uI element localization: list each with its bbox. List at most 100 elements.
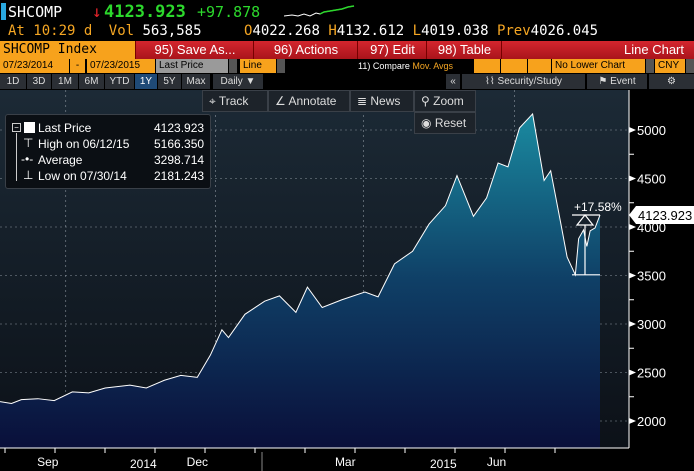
blank-field-3[interactable]	[528, 59, 551, 73]
high-label: H	[328, 23, 337, 39]
y-tick-marker	[629, 369, 636, 376]
y-tick-marker	[629, 127, 636, 133]
lower-chart-select[interactable]: No Lower Chart	[552, 59, 645, 73]
year-label: 2014	[130, 457, 157, 471]
magnifier-icon: ⚲	[421, 94, 434, 108]
security-field[interactable]: SHCOMP Index	[0, 41, 136, 59]
low-value: 4019.038	[421, 23, 489, 39]
date-dash: -	[70, 59, 85, 73]
year-label: 2015	[430, 457, 457, 471]
y-tick-marker	[629, 175, 636, 182]
track-label: Track	[218, 94, 249, 108]
crosshair-icon: ⌖	[209, 94, 219, 108]
reset-icon: ◉	[421, 116, 435, 130]
d-label: d	[83, 23, 93, 39]
y-tick-marker	[629, 321, 636, 327]
actions-button[interactable]: 96) Actions	[255, 41, 358, 59]
last-price-tag	[629, 205, 694, 224]
prev-label: Prev	[496, 23, 531, 39]
legend-panel: − Last Price 4123.923 ⊤ High on 06/12/15 5…	[5, 114, 211, 189]
period-3d[interactable]: 3D	[27, 74, 51, 89]
y-tick-label: 3000	[637, 317, 666, 332]
currency-dropdown-icon[interactable]	[686, 59, 694, 73]
edit-button[interactable]: 97) Edit	[359, 41, 427, 59]
change-annotation: +17.58%	[574, 200, 622, 214]
style-select[interactable]: Line	[240, 59, 276, 73]
period-1m[interactable]: 1M	[52, 74, 78, 89]
security-study-button[interactable]: ⌇⌇ Security/Study	[462, 74, 585, 89]
y-tick-label: 2500	[637, 366, 666, 381]
start-date-field[interactable]: 07/23/2014	[0, 59, 69, 73]
low-marker-icon: ⊥	[23, 168, 34, 182]
quote-time: 10:29	[33, 23, 76, 39]
mov-avgs-label: Mov. Avgs	[412, 61, 454, 71]
period-5y[interactable]: 5Y	[158, 74, 181, 89]
period-ytd[interactable]: YTD	[105, 74, 134, 89]
zoom-label: Zoom	[433, 94, 464, 108]
ohlc-line: O4022.268 H4132.612 L4019.038 Prev4026.0…	[244, 23, 598, 39]
open-value: 4022.268	[252, 23, 320, 39]
style-dropdown-icon[interactable]	[277, 59, 285, 73]
period-max[interactable]: Max	[182, 74, 210, 89]
annotate-button[interactable]: ∠ Annotate	[268, 90, 350, 112]
blank-field-1[interactable]	[474, 59, 500, 73]
track-button[interactable]: ⌖ Track	[202, 90, 268, 112]
change-measure-arrow	[572, 214, 600, 276]
settings-button[interactable]: ⚙	[649, 74, 694, 89]
low-label: L	[412, 23, 422, 39]
collapse-button[interactable]: «	[446, 74, 460, 89]
quote-line: At 10:29 d Vol 563,585	[8, 23, 202, 39]
reset-button[interactable]: ◉ Reset	[414, 112, 476, 134]
legend-high-value: 5166.350	[154, 137, 205, 151]
period-1d[interactable]: 1D	[0, 74, 26, 89]
y-tick-label: 5000	[637, 123, 666, 138]
period-1y[interactable]: 1Y	[135, 74, 157, 89]
last-price: 4123.923	[104, 2, 186, 22]
gear-icon: ⚙	[667, 76, 676, 87]
flag-icon: ⚑	[598, 76, 611, 87]
legend-high-label: High on 06/12/15	[38, 137, 130, 151]
y-tick-label: 3500	[637, 269, 666, 284]
legend-low-label: Low on 07/30/14	[38, 169, 127, 183]
compare-label: 11) Compare	[358, 61, 410, 71]
vol-label: Vol	[108, 23, 135, 39]
collapse-legend-icon[interactable]: −	[12, 123, 21, 132]
price-area	[0, 113, 600, 448]
price-line	[0, 112, 601, 404]
y-tick-marker	[629, 272, 636, 279]
pencil-icon: ∠	[275, 94, 289, 108]
legend-average-label: Average	[38, 153, 83, 167]
field-dropdown-icon[interactable]	[229, 59, 237, 73]
x-tick-label: Mar	[335, 455, 356, 469]
y-tick-marker	[629, 418, 636, 424]
news-icon: ≣	[357, 94, 371, 108]
average-marker-icon: -•-	[21, 152, 34, 166]
event-button[interactable]: ⚑ Event	[587, 74, 647, 89]
period-6m[interactable]: 6M	[79, 74, 104, 89]
study-icon: ⌇⌇	[484, 76, 498, 87]
reset-label: Reset	[434, 116, 467, 130]
news-button[interactable]: ≣ News	[350, 90, 414, 112]
table-button[interactable]: 98) Table	[428, 41, 502, 59]
end-date-field[interactable]: 07/23/2015	[87, 59, 155, 73]
x-tick-label: Dec	[187, 455, 208, 469]
blank-field-2[interactable]	[501, 59, 527, 73]
lower-dropdown-icon[interactable]	[646, 59, 654, 73]
field-select[interactable]: Last Price	[156, 59, 228, 73]
down-arrow-icon: ↓	[92, 2, 102, 21]
annotate-label: Annotate	[288, 94, 337, 108]
legend-last-value: 4123.923	[154, 121, 205, 135]
security-study-label: Security/Study	[497, 76, 563, 87]
currency-select[interactable]: CNY	[655, 59, 685, 73]
zoom-button[interactable]: ⚲ Zoom	[414, 90, 476, 112]
y-tick-label: 2000	[637, 414, 666, 429]
save-as-button[interactable]: 95) Save As...	[137, 41, 254, 59]
menu-bar: SHCOMP Index 95) Save As... 96) Actions …	[0, 41, 694, 59]
x-tick-label: Jun	[487, 455, 506, 469]
last-price-tag-label: 4123.923	[638, 208, 692, 223]
net-change: +97.878	[197, 3, 261, 21]
frequency-select[interactable]: Daily ▼	[213, 74, 263, 89]
compare-button[interactable]: 11) Compare Mov. Avgs	[358, 59, 453, 73]
ticker-marker	[1, 3, 6, 20]
y-tick-marker	[629, 224, 636, 230]
